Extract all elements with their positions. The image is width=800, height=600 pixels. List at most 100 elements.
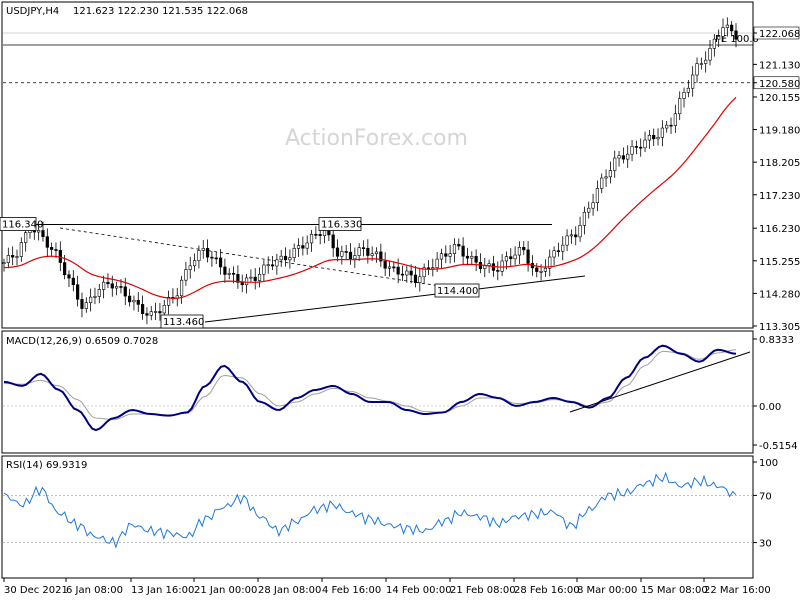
candle-body	[422, 267, 426, 278]
price-tick-label: 120.580	[759, 79, 800, 90]
candle-body	[405, 270, 409, 276]
candle-body	[409, 270, 413, 276]
candle-body	[344, 251, 348, 253]
candle-body	[201, 248, 205, 251]
candle-body	[301, 245, 305, 249]
candle-body	[608, 170, 612, 178]
candle-body	[314, 233, 318, 236]
candle-body	[257, 273, 262, 281]
candle-body	[725, 24, 729, 28]
candle-body	[543, 267, 548, 272]
candle-body	[106, 281, 110, 285]
candle-body	[392, 266, 396, 269]
candle-body	[236, 273, 240, 283]
candle-body	[288, 257, 292, 261]
candle-body	[578, 225, 582, 238]
candle-body	[262, 264, 266, 275]
candle-body	[504, 256, 509, 262]
low2-label-box	[434, 283, 480, 298]
dotted-trendline	[59, 227, 441, 287]
rsi-tick-label: 70	[759, 491, 772, 502]
candle-body	[210, 256, 214, 259]
candle-body	[500, 260, 504, 272]
candle-body	[253, 276, 257, 281]
candle-body	[591, 202, 595, 209]
candle-body	[45, 236, 49, 248]
candle-body	[50, 247, 54, 250]
rsi-panel	[1, 455, 754, 579]
candle-body	[634, 146, 638, 148]
candle-body	[296, 245, 301, 249]
candle-body	[556, 250, 561, 252]
candle-body	[660, 127, 664, 138]
candle-body	[656, 137, 660, 140]
candle-body	[327, 230, 331, 236]
candle-body	[379, 251, 383, 262]
candle-body	[721, 27, 725, 37]
macd-trendline	[569, 351, 751, 413]
price-tick-label: 117.230	[759, 191, 800, 202]
candle-body	[691, 74, 695, 89]
resistance-label-left-box	[0, 217, 37, 231]
candle-body	[54, 249, 58, 251]
candle-body	[132, 299, 136, 303]
x-tick-label: 13 Jan 16:00	[131, 585, 194, 596]
candle-body	[366, 247, 370, 256]
candle-body	[348, 251, 353, 260]
candle-body	[115, 286, 119, 289]
candle-body	[136, 299, 140, 305]
low2-label: 114.400	[437, 286, 478, 297]
candle-body	[643, 139, 647, 149]
candle-body	[626, 153, 630, 160]
candle-body	[283, 255, 288, 261]
candle-body	[734, 30, 738, 40]
candle-body	[188, 265, 192, 270]
candle-body	[179, 279, 184, 297]
candle-body	[565, 235, 569, 246]
candle-body	[361, 247, 366, 249]
candle-body	[474, 256, 478, 263]
candle-body	[374, 251, 379, 255]
x-tick-label: 21 Jan 00:00	[194, 585, 257, 596]
header-ohlc: 121.623 122.230 121.535 122.068	[73, 6, 248, 17]
candle-body	[457, 244, 461, 247]
candle-body	[600, 177, 604, 189]
moving-average-line	[3, 96, 737, 299]
candle-body	[37, 230, 41, 233]
candle-body	[426, 267, 431, 270]
candle-body	[63, 262, 67, 276]
candle-body	[67, 274, 71, 279]
candle-body	[192, 260, 197, 267]
candle-body	[439, 253, 444, 260]
candle-body	[413, 274, 418, 283]
candle-body	[223, 266, 227, 275]
candle-body	[249, 276, 253, 279]
low-label: 113.460	[163, 317, 204, 328]
candle-body	[383, 260, 387, 269]
macd-panel	[1, 330, 754, 454]
candle-body	[205, 248, 210, 258]
candle-body	[630, 146, 634, 155]
candle-body	[353, 255, 357, 260]
candle-body	[522, 246, 526, 251]
candle-body	[669, 124, 673, 127]
rsi-tick-label: 30	[759, 539, 772, 550]
candle-body	[686, 87, 690, 93]
candle-body	[24, 232, 28, 243]
price-tick-label: 120.155	[759, 93, 800, 104]
candle-body	[444, 253, 448, 257]
candle-body	[613, 157, 617, 171]
candle-body	[227, 272, 231, 275]
price-tick-label: 115.255	[759, 257, 800, 268]
candle-body	[448, 253, 452, 257]
candle-body	[149, 311, 153, 316]
candle-body	[119, 286, 123, 288]
candle-body	[652, 134, 656, 140]
candle-body	[15, 256, 19, 258]
candle-body	[184, 269, 188, 281]
candle-body	[162, 304, 166, 314]
candle-body	[335, 247, 340, 257]
candle-body	[110, 283, 114, 289]
macd-line	[3, 344, 737, 432]
